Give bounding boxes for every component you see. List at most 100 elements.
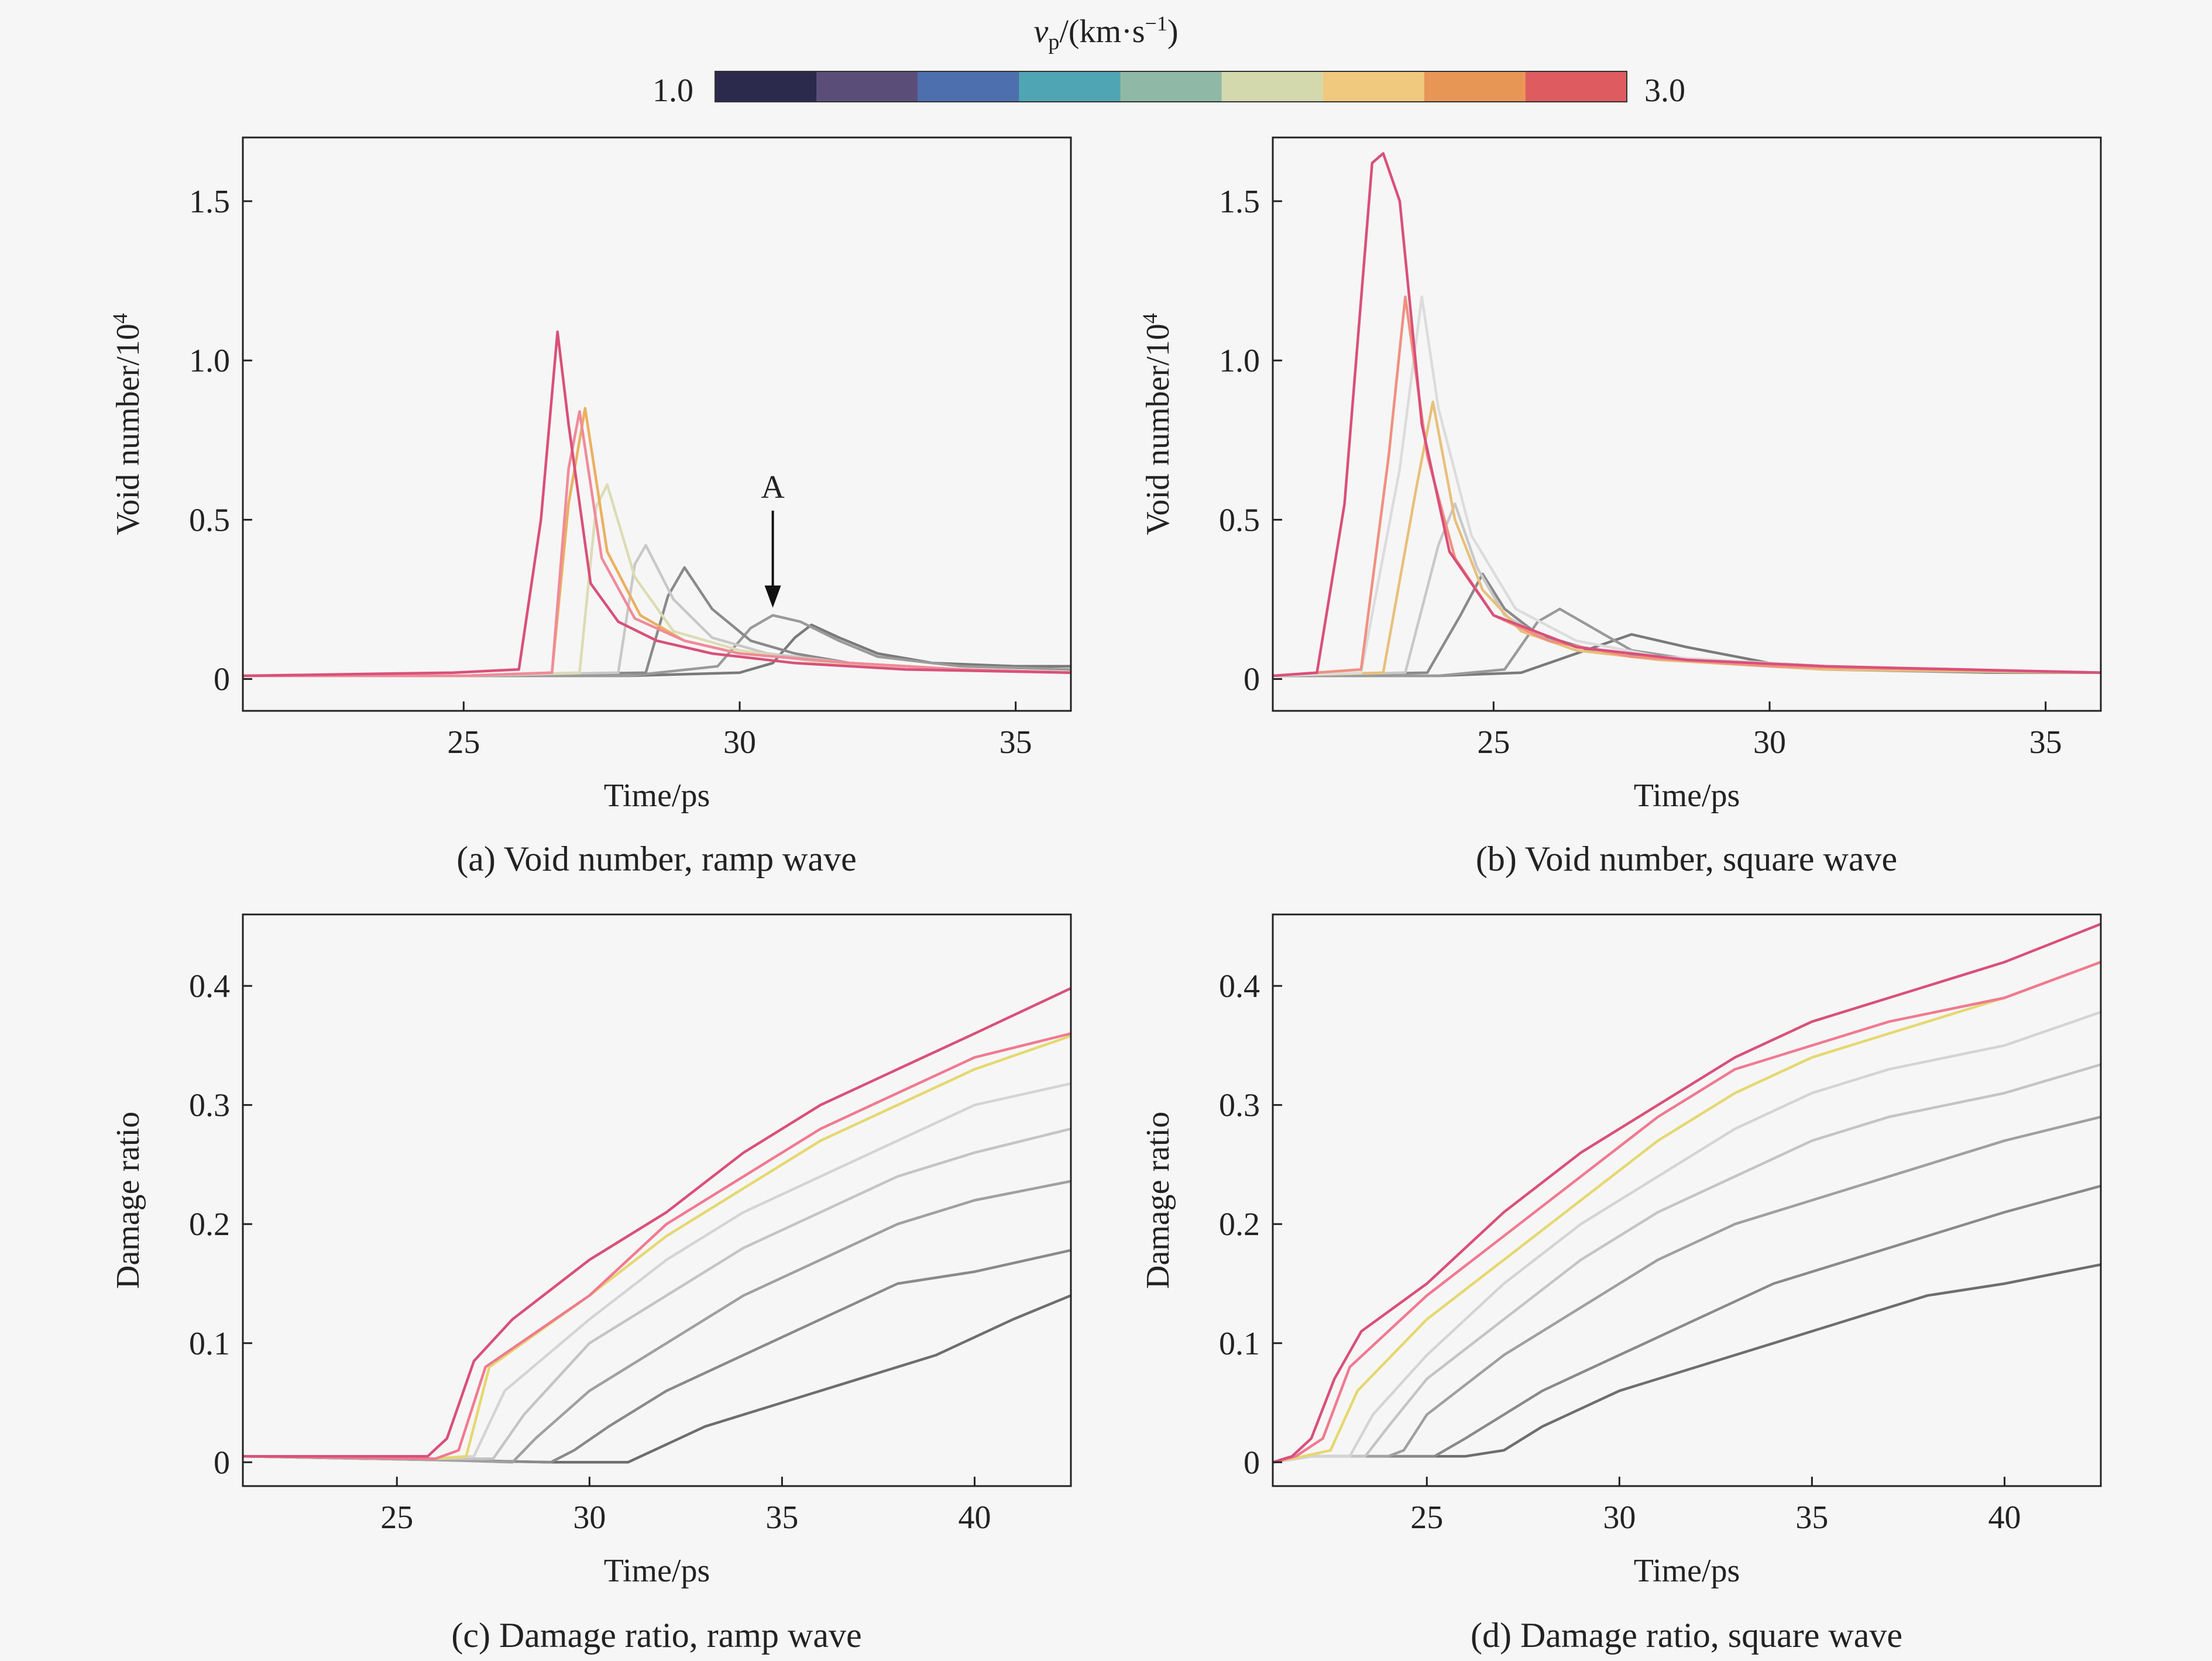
y-tick-label: 0.2 — [1219, 1206, 1260, 1243]
colorbar-title-sub: p — [1048, 30, 1059, 54]
panel-d: 25 30 35 40 0 0.1 0.2 0.3 0.4 Time/ps Damage ratio… — [1140, 913, 2102, 1655]
y-axis-label-text: Void number/10 — [110, 324, 146, 535]
x-tick-label: 30 — [723, 724, 756, 761]
panel-caption: (b) Void number, square wave — [1476, 840, 1897, 878]
y-tick-label: 0.4 — [1219, 968, 1260, 1005]
series-line-5 — [243, 483, 1071, 678]
colorbar-title-exp: −1 — [1145, 12, 1167, 35]
series-line-5 — [1273, 400, 2101, 678]
colorbar-swatch — [1120, 71, 1222, 102]
x-tick-label: 35 — [765, 1500, 798, 1536]
series-line-1 — [243, 1294, 1071, 1464]
y-axis-label-exponent: 4 — [108, 313, 132, 324]
y-axis-label: Damage ratio — [1140, 1112, 1176, 1289]
series-line-4 — [1273, 1063, 2101, 1464]
x-axis-label: Time/ps — [604, 778, 710, 814]
x-tick-label: 30 — [573, 1500, 606, 1536]
plot-frame — [242, 136, 1072, 712]
annotation-label: A — [761, 469, 785, 505]
x-axis-label: Time/ps — [1634, 778, 1740, 814]
series-line-7 — [1273, 961, 2101, 1464]
series-line-2 — [243, 614, 1071, 678]
x-tick-label: 35 — [999, 724, 1032, 761]
series-line-2 — [1273, 607, 2101, 678]
series-line-5 — [1273, 1010, 2101, 1464]
series-line-3 — [1273, 1115, 2101, 1464]
y-tick-label: 0.3 — [1219, 1088, 1260, 1124]
y-tick-label: 0 — [214, 662, 230, 698]
series-line-5 — [243, 1082, 1071, 1460]
series-line-7 — [243, 1032, 1071, 1460]
colorbar-swatch — [918, 71, 1019, 102]
x-axis-label: Time/ps — [604, 1553, 710, 1589]
y-axis-label: Void number/104 — [1138, 313, 1176, 535]
x-tick-label: 25 — [1410, 1500, 1443, 1536]
series-line-6 — [1273, 295, 2101, 678]
series-group — [243, 330, 1071, 678]
series-line-8 — [243, 987, 1071, 1458]
plot-frame — [242, 913, 1072, 1487]
plot-frame — [1272, 136, 2102, 712]
colorbar-swatch — [715, 71, 817, 102]
colorbar-swatch — [1424, 71, 1526, 102]
colorbar-title-var: v — [1033, 13, 1048, 50]
y-tick-label: 0.3 — [189, 1088, 230, 1124]
series-group — [1273, 923, 2101, 1464]
series-line-7 — [243, 410, 1071, 678]
panel-caption: (c) Damage ratio, ramp wave — [451, 1616, 861, 1655]
annotation-arrow-head — [764, 585, 781, 608]
panel-a: 25 30 35 0 0.5 1.0 1.5 Time/ps Void number/104 (a… — [108, 136, 1072, 878]
x-tick-label: 30 — [1603, 1500, 1636, 1536]
colorbar-title-close: ) — [1167, 13, 1179, 50]
y-tick-label: 1.5 — [189, 184, 230, 220]
colorbar-swatch — [1525, 71, 1627, 102]
x-tick-label: 40 — [958, 1500, 991, 1536]
y-axis-label-exponent: 4 — [1138, 313, 1162, 324]
y-tick-label: 0.5 — [189, 502, 230, 538]
y-tick-label: 0 — [1244, 1445, 1260, 1481]
colorbar-swatches — [715, 71, 1627, 102]
series-line-8 — [1273, 923, 2101, 1464]
colorbar-frame — [715, 71, 1627, 102]
panel-caption: (d) Damage ratio, square wave — [1471, 1616, 1902, 1655]
colorbar-swatch — [816, 71, 918, 102]
y-axis-label-text: Damage ratio — [110, 1112, 146, 1289]
series-line-8 — [1273, 152, 2101, 678]
y-tick-label: 0.1 — [1219, 1326, 1260, 1362]
x-tick-label: 25 — [380, 1500, 413, 1536]
series-line-4 — [243, 1127, 1071, 1460]
y-tick-label: 0.2 — [189, 1206, 230, 1243]
x-tick-label: 25 — [447, 724, 480, 761]
x-tick-label: 35 — [1795, 1500, 1828, 1536]
colorbar: vp/(km·s−1) 1.0 3.0 — [652, 12, 1685, 109]
panel-c: 25 30 35 40 0 0.1 0.2 0.3 0.4 Time/ps Damage ratio… — [110, 913, 1072, 1655]
panel-caption: (a) Void number, ramp wave — [456, 840, 857, 878]
colorbar-swatch — [1221, 71, 1324, 102]
series-line-4 — [243, 544, 1071, 678]
x-axis-label: Time/ps — [1634, 1553, 1740, 1589]
y-axis-label-text: Void number/10 — [1140, 324, 1176, 535]
colorbar-max-label: 3.0 — [1644, 73, 1685, 109]
y-tick-label: 0.1 — [189, 1326, 230, 1362]
colorbar-title-unit: /(km·s — [1059, 13, 1145, 50]
y-tick-label: 0 — [1244, 662, 1260, 698]
series-line-3 — [243, 1179, 1071, 1464]
y-tick-label: 1.5 — [1219, 184, 1260, 220]
y-axis-label-text: Damage ratio — [1140, 1112, 1176, 1289]
series-group — [1273, 152, 2101, 678]
colorbar-min-label: 1.0 — [652, 73, 693, 109]
x-tick-label: 35 — [2029, 724, 2062, 761]
x-tick-label: 40 — [1988, 1500, 2021, 1536]
series-line-6 — [243, 1034, 1071, 1460]
y-axis-label: Damage ratio — [110, 1112, 146, 1289]
y-tick-label: 0.5 — [1219, 502, 1260, 538]
series-line-3 — [243, 566, 1071, 678]
colorbar-swatch — [1019, 71, 1121, 102]
plot-frame — [1272, 913, 2102, 1487]
x-tick-label: 30 — [1753, 724, 1786, 761]
series-line-8 — [243, 330, 1071, 678]
annotation-arrow: A — [761, 469, 785, 608]
y-tick-label: 1.0 — [189, 343, 230, 379]
colorbar-title: vp/(km·s−1) — [1033, 12, 1178, 54]
